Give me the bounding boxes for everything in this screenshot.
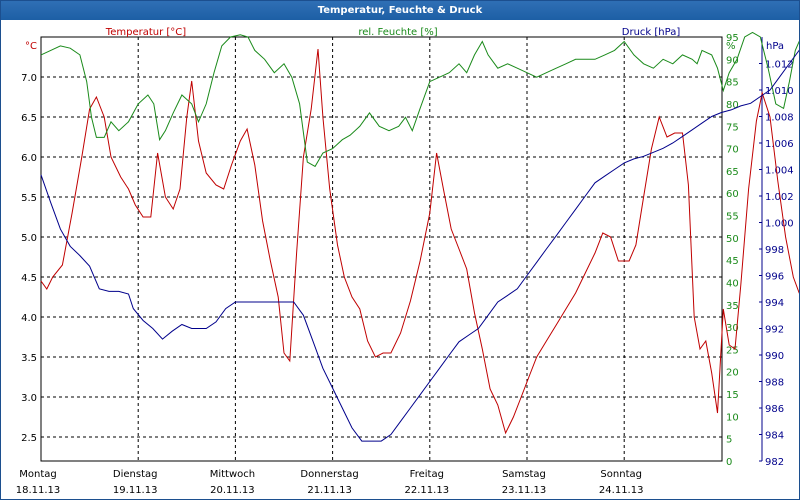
humidity-tick-label: 40 bbox=[726, 278, 739, 289]
pressure-series-line bbox=[40, 49, 799, 442]
day-date-label: 24.11.13 bbox=[599, 485, 644, 496]
humidity-series-label: rel. Feuchte [%] bbox=[358, 27, 437, 38]
day-date-label: 23.11.13 bbox=[502, 485, 547, 496]
pressure-tick-label: 1.012 bbox=[765, 60, 794, 71]
temperature-tick-label: 3.0 bbox=[21, 393, 37, 404]
day-weekday-label: Dienstag bbox=[113, 469, 158, 480]
pressure-tick-label: 1.006 bbox=[765, 139, 794, 150]
pressure-tick-label: 992 bbox=[765, 325, 784, 336]
pressure-tick-label: 1.008 bbox=[765, 113, 794, 124]
humidity-tick-label: 35 bbox=[726, 301, 739, 312]
humidity-tick-label: 45 bbox=[726, 256, 739, 267]
humidity-tick-label: 60 bbox=[726, 189, 739, 200]
day-weekday-label: Donnerstag bbox=[300, 469, 358, 480]
day-weekday-label: Montag bbox=[19, 469, 56, 480]
pressure-tick-label: 994 bbox=[765, 298, 784, 309]
temperature-unit-label: °C bbox=[25, 41, 37, 52]
temperature-tick-label: 5.0 bbox=[21, 233, 37, 244]
temperature-tick-label: 3.5 bbox=[21, 353, 37, 364]
day-date-label: 22.11.13 bbox=[405, 485, 450, 496]
weather-chart: 2.5 3.0 3.5 4.0 4.5 5.0 5.5 6.0 6.5 7.0 °C 0 5 10 15 20… bbox=[16, 27, 799, 496]
humidity-tick-label: 95 bbox=[726, 33, 739, 44]
plot-frame bbox=[40, 36, 723, 462]
temperature-tick-label: 4.5 bbox=[21, 273, 37, 284]
humidity-tick-label: 50 bbox=[726, 234, 739, 245]
humidity-tick-label: 5 bbox=[726, 435, 732, 446]
temperature-tick-label: 6.5 bbox=[21, 113, 37, 124]
pressure-tick-label: 990 bbox=[765, 351, 784, 362]
humidity-tick-label: 70 bbox=[726, 145, 739, 156]
day-date-label: 19.11.13 bbox=[113, 485, 158, 496]
temperature-series-line bbox=[40, 48, 799, 435]
temperature-tick-label: 5.5 bbox=[21, 193, 37, 204]
temperature-tick-label: 4.0 bbox=[21, 313, 37, 324]
humidity-unit-label: % bbox=[726, 41, 736, 52]
pressure-unit-label: hPa bbox=[766, 41, 784, 52]
day-weekday-label: Samstag bbox=[502, 469, 546, 480]
pressure-tick-label: 982 bbox=[765, 457, 784, 468]
temperature-series-label: Temperatur [°C] bbox=[105, 27, 186, 38]
humidity-tick-label: 65 bbox=[726, 167, 739, 178]
temperature-tick-label: 2.5 bbox=[21, 433, 37, 444]
humidity-tick-label: 0 bbox=[726, 457, 732, 468]
humidity-tick-label: 15 bbox=[726, 390, 739, 401]
day-weekday-label: Sonntag bbox=[600, 469, 642, 480]
humidity-tick-label: 30 bbox=[726, 323, 739, 334]
window-title: Temperatur, Feuchte & Druck bbox=[1, 1, 799, 20]
pressure-tick-label: 984 bbox=[765, 431, 784, 442]
humidity-series-line bbox=[40, 31, 799, 168]
pressure-tick-label: 986 bbox=[765, 404, 784, 415]
humidity-tick-label: 25 bbox=[726, 345, 739, 356]
pressure-series-label: Druck [hPa] bbox=[622, 27, 681, 38]
humidity-tick-label: 20 bbox=[726, 368, 739, 379]
pressure-tick-label: 998 bbox=[765, 245, 784, 256]
humidity-tick-label: 75 bbox=[726, 122, 739, 133]
pressure-tick-label: 1.002 bbox=[765, 192, 794, 203]
day-weekday-label: Mittwoch bbox=[210, 469, 255, 480]
pressure-tick-label: 1.004 bbox=[765, 166, 794, 177]
day-date-label: 21.11.13 bbox=[307, 485, 352, 496]
humidity-tick-label: 80 bbox=[726, 100, 739, 111]
temperature-tick-label: 6.0 bbox=[21, 153, 37, 164]
day-date-label: 18.11.13 bbox=[16, 485, 61, 496]
humidity-tick-label: 55 bbox=[726, 212, 739, 223]
day-date-label: 20.11.13 bbox=[210, 485, 255, 496]
humidity-tick-label: 10 bbox=[726, 412, 739, 423]
day-weekday-label: Freitag bbox=[410, 469, 444, 480]
pressure-tick-label: 1.010 bbox=[765, 86, 794, 97]
humidity-tick-label: 90 bbox=[726, 55, 739, 66]
pressure-tick-label: 988 bbox=[765, 378, 784, 389]
pressure-tick-label: 996 bbox=[765, 272, 784, 283]
humidity-tick-label: 85 bbox=[726, 78, 739, 89]
temperature-tick-label: 7.0 bbox=[21, 73, 37, 84]
pressure-tick-label: 1.000 bbox=[765, 219, 794, 230]
